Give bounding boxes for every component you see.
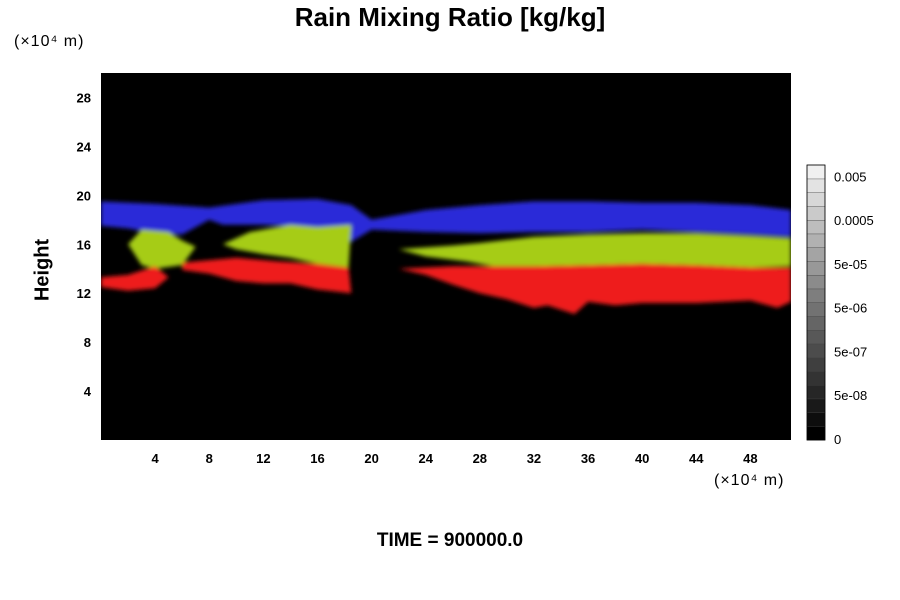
colorbar-segment xyxy=(806,164,826,180)
colorbar-label: 0.0005 xyxy=(834,213,874,228)
y-tick-label: 4 xyxy=(84,384,92,399)
chart-title: Rain Mixing Ratio [kg/kg] xyxy=(294,2,606,32)
colorbar-segment xyxy=(806,206,826,221)
x-tick-label: 44 xyxy=(689,451,704,466)
colorbar-segment xyxy=(806,261,826,276)
y-tick-label: 24 xyxy=(77,139,92,154)
colorbar-segment xyxy=(806,412,826,427)
colorbar-segment xyxy=(806,274,826,290)
x-tick-label: 32 xyxy=(527,451,541,466)
x-tick-label: 36 xyxy=(581,451,595,466)
y-axis-unit: (×10⁴ m) xyxy=(14,33,85,50)
x-tick-label: 40 xyxy=(635,451,649,466)
colorbar-label: 5e-05 xyxy=(834,257,867,272)
y-tick-label: 20 xyxy=(77,188,91,203)
x-tick-label: 28 xyxy=(473,451,487,466)
x-tick-label: 24 xyxy=(418,451,433,466)
colorbar-segment xyxy=(806,426,826,441)
colorbar-segment xyxy=(806,219,826,235)
colorbar-segment xyxy=(806,233,826,248)
colorbar-segment xyxy=(806,316,826,331)
colorbar-label: 5e-06 xyxy=(834,301,867,316)
data-band-0 xyxy=(101,199,791,242)
colorbar-segment xyxy=(806,247,826,262)
data-band-6 xyxy=(398,263,791,314)
colorbar-segment xyxy=(806,343,826,358)
colorbar-segment xyxy=(806,302,826,317)
colorbar-segment xyxy=(806,178,826,193)
colorbar-frame xyxy=(806,164,826,441)
y-tick-label: 8 xyxy=(84,335,91,350)
colorbar-segment xyxy=(806,357,826,372)
y-tick-label: 16 xyxy=(77,237,91,252)
x-tick-label: 8 xyxy=(206,451,213,466)
colorbar-label: 5e-08 xyxy=(834,388,867,403)
time-label: TIME = 900000.0 xyxy=(376,530,524,551)
data-band-3 xyxy=(398,233,791,268)
colorbar-label: 5e-07 xyxy=(834,345,867,360)
x-tick-label: 4 xyxy=(152,451,160,466)
x-tick-label: 12 xyxy=(256,451,270,466)
x-tick-label: 20 xyxy=(364,451,378,466)
colorbar-segment xyxy=(806,288,826,303)
colorbar-segment xyxy=(806,371,826,386)
y-tick-label: 28 xyxy=(77,90,91,105)
x-tick-label: 16 xyxy=(310,451,324,466)
x-axis-unit: (×10⁴ m) xyxy=(714,472,785,489)
data-band-1 xyxy=(128,229,196,269)
colorbar-segment xyxy=(806,384,826,400)
x-tick-label: 48 xyxy=(743,451,757,466)
colorbar-label: 0.005 xyxy=(834,169,867,184)
data-band-5 xyxy=(182,257,352,294)
data-band-2 xyxy=(222,224,352,268)
colorbar-label: 0 xyxy=(834,432,841,447)
colorbar-segment xyxy=(806,329,826,345)
y-tick-label: 12 xyxy=(77,286,91,301)
colorbar-segment xyxy=(806,192,826,207)
data-band-4 xyxy=(101,266,169,291)
colorbar-segment xyxy=(806,398,826,413)
